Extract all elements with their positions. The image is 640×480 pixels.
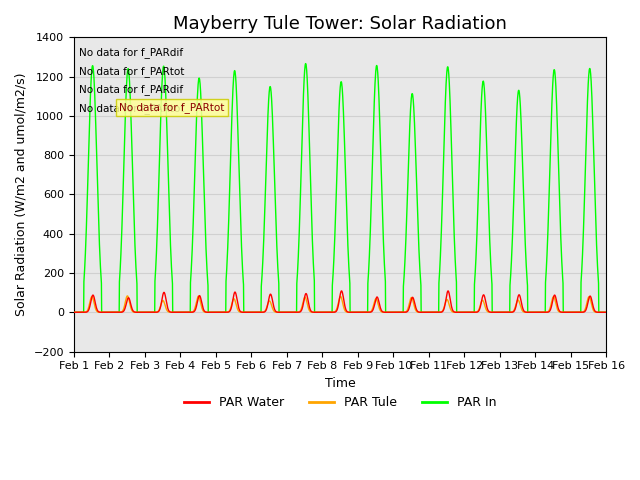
Text: No data for f_PARtot: No data for f_PARtot [79,103,184,114]
Text: No data for f_PARtot: No data for f_PARtot [79,66,184,76]
Text: No data for f_PARtot: No data for f_PARtot [119,102,225,113]
Y-axis label: Solar Radiation (W/m2 and umol/m2/s): Solar Radiation (W/m2 and umol/m2/s) [15,72,28,316]
Text: No data for f_PARdif: No data for f_PARdif [79,47,183,58]
Legend: PAR Water, PAR Tule, PAR In: PAR Water, PAR Tule, PAR In [179,391,501,414]
Title: Mayberry Tule Tower: Solar Radiation: Mayberry Tule Tower: Solar Radiation [173,15,507,33]
Text: No data for f_PARdif: No data for f_PARdif [79,84,183,96]
X-axis label: Time: Time [324,377,355,390]
